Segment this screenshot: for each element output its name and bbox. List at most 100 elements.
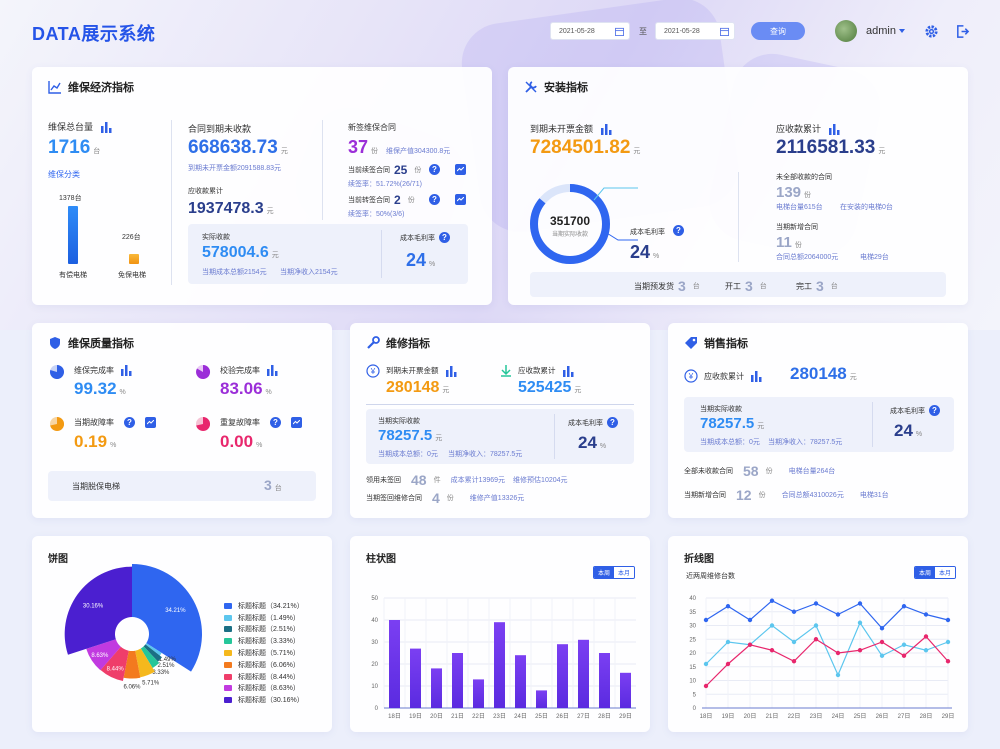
new-contract-value: 37 份维保产值304300.8元 xyxy=(348,137,451,157)
new-contract-label: 新签维保合同 xyxy=(348,123,396,132)
data-point xyxy=(725,661,731,667)
transfer-row: 当前转签合同 2 份 xyxy=(348,193,415,207)
bar-chart-icon xyxy=(562,365,574,377)
data-point xyxy=(791,659,797,664)
x-tick-label: 19日 xyxy=(722,713,735,720)
donut-leader-line xyxy=(593,187,638,201)
bar2 xyxy=(129,254,139,264)
line-chart-icon xyxy=(48,81,61,94)
data-point xyxy=(835,672,841,678)
svg-text:¥: ¥ xyxy=(688,372,694,381)
series-line xyxy=(705,621,949,677)
x-tick-label: 28日 xyxy=(920,713,933,720)
data-point xyxy=(747,642,753,647)
period-toggle: 本周 本月 xyxy=(914,566,957,579)
trend-icon[interactable] xyxy=(455,194,466,205)
tab-week[interactable]: 本周 xyxy=(915,567,936,578)
divider xyxy=(554,414,555,459)
y-tick-label: 10 xyxy=(371,684,378,690)
avatar[interactable] xyxy=(835,20,857,42)
x-tick-label: 25日 xyxy=(854,713,867,720)
gear-icon[interactable] xyxy=(924,24,939,39)
help-icon[interactable]: ? xyxy=(429,194,440,205)
unpaid-contract-label: 未全部收款的合同 xyxy=(776,174,832,181)
bar xyxy=(431,668,442,708)
chart-title: 饼图 xyxy=(48,554,68,565)
query-button[interactable]: 查询 xyxy=(751,22,805,40)
x-tick-label: 20日 xyxy=(430,713,443,720)
help-icon[interactable]: ? xyxy=(429,164,440,175)
username[interactable]: admin xyxy=(866,25,896,37)
line-chart: 0 5 10 15 20 25 30 35 40 18日 19日 20日 21日 22日 23日 24日 25日… xyxy=(689,596,954,720)
bar-chart-icon xyxy=(267,365,278,377)
y-tick-label: 0 xyxy=(693,706,697,712)
start-date-input[interactable]: 2021-05-28 xyxy=(550,22,630,40)
shield-icon xyxy=(50,337,60,349)
pie-slice xyxy=(140,646,160,668)
bar xyxy=(599,653,610,708)
data-point xyxy=(703,683,709,689)
complete-pie-icon xyxy=(50,365,65,379)
x-tick-label: 22日 xyxy=(472,713,485,720)
chevron-down-icon[interactable] xyxy=(899,29,905,33)
help-icon[interactable]: ? xyxy=(673,225,684,236)
pie-legend: 标题标题（34.21%） 标题标题（1.49%） 标题标题（2.51%） 标题标题（3… xyxy=(224,600,304,706)
help-icon[interactable]: ? xyxy=(439,232,450,243)
chart-subtitle: 近两周维修台数 xyxy=(686,573,735,580)
data-point xyxy=(725,604,731,609)
data-point xyxy=(813,623,819,628)
bar-period-toggle: 本周 本月 xyxy=(593,566,636,579)
x-tick-label: 21日 xyxy=(451,713,464,720)
app-title: DATA展示系统 xyxy=(32,24,156,44)
tab-week[interactable]: 本周 xyxy=(594,567,615,578)
divider xyxy=(322,120,323,220)
calendar-icon xyxy=(720,27,729,36)
bar xyxy=(620,672,631,708)
not-invoiced-label: 到期未开票金额 xyxy=(530,122,612,136)
wrench-icon xyxy=(525,81,537,93)
legend-item: 标题标题（34.21%） xyxy=(224,600,304,612)
actual-panel: 实际收款 578004.6 元 当期成本总额2154元 当期净收入2154元 成本… xyxy=(188,224,468,284)
actual-cost: 当期成本总额：0元 xyxy=(700,439,760,446)
legend-label: 标题标题（2.51%） xyxy=(238,626,300,634)
margin-label: 成本毛利率? xyxy=(890,405,940,416)
bar-chart-icon xyxy=(751,371,762,383)
card-pie-chart: 饼图 34.21% 1.49% 2.51% 3.33% 5.71% 6.06% 8.44% 8… xyxy=(32,536,332,732)
x-tick-label: 27日 xyxy=(577,713,590,720)
legend-label: 标题标题（8.44%） xyxy=(238,673,300,681)
pie-slice xyxy=(86,639,121,671)
help-icon[interactable]: ? xyxy=(929,405,940,416)
renew-row: 当前续签合同 25 份 xyxy=(348,163,422,177)
logout-icon[interactable] xyxy=(955,24,970,39)
data-point xyxy=(835,612,841,617)
x-tick-label: 26日 xyxy=(876,713,889,720)
donut-label: 当期实际收款 xyxy=(551,232,588,238)
y-tick-label: 40 xyxy=(371,618,378,624)
help-icon[interactable]: ? xyxy=(270,417,281,428)
x-tick-label: 24日 xyxy=(832,713,845,720)
data-point xyxy=(879,626,885,631)
pie-slice-label: 6.06% xyxy=(123,685,141,691)
y-tick-label: 35 xyxy=(689,610,696,616)
tab-month[interactable]: 本月 xyxy=(935,567,956,578)
pie-slice xyxy=(64,566,132,655)
x-tick-label: 19日 xyxy=(409,713,422,720)
pie-slice-label: 30.16% xyxy=(83,604,104,610)
rose-pie-chart: 34.21% 1.49%2.51%3.33% 5.71%6.06% 8.44% 8.63… xyxy=(64,564,202,691)
help-icon[interactable]: ? xyxy=(124,417,135,428)
pie-slice-label: 3.33% xyxy=(152,670,170,676)
legend-label: 标题标题（8.63%） xyxy=(238,685,300,693)
y-tick-label: 5 xyxy=(693,692,697,698)
pie-slice xyxy=(100,646,129,681)
trend-icon[interactable] xyxy=(145,417,156,428)
y-tick-label: 50 xyxy=(371,596,378,602)
data-point xyxy=(769,648,775,653)
refault-value: 0.00% xyxy=(220,432,263,451)
legend-label: 标题标题（5.71%） xyxy=(238,650,300,658)
tab-month[interactable]: 本月 xyxy=(614,567,635,578)
contract-total: 合同总额2064000元 xyxy=(776,254,839,261)
trend-icon[interactable] xyxy=(455,164,466,175)
end-date-input[interactable]: 2021-05-28 xyxy=(655,22,735,40)
help-icon[interactable]: ? xyxy=(607,417,618,428)
trend-icon[interactable] xyxy=(291,417,302,428)
